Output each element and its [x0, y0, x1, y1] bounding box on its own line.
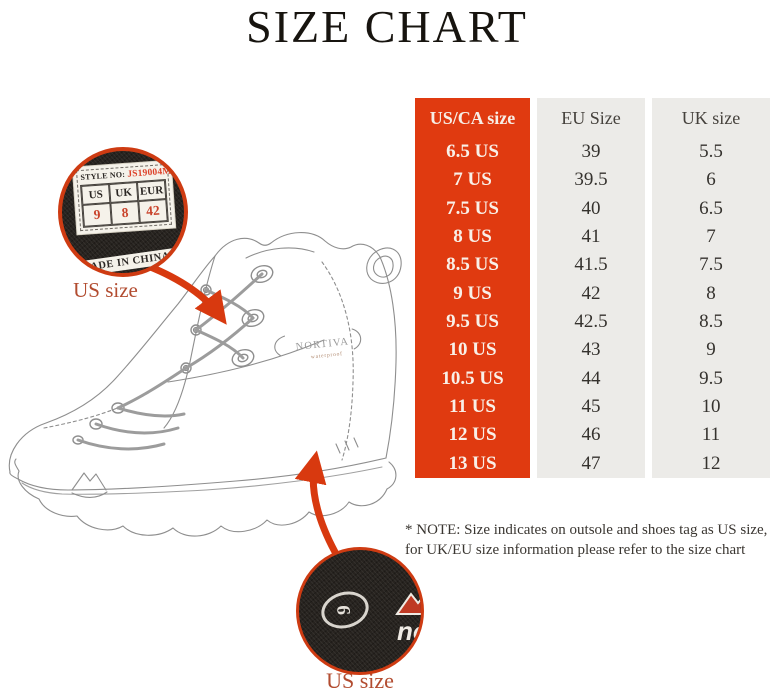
us-size-caption-tag: US size [73, 278, 138, 302]
lace-hooks [231, 264, 274, 368]
size-cell: 10 US [448, 339, 497, 361]
size-cell: 7 US [453, 169, 492, 191]
us-size-caption-insole: US size [326, 668, 394, 693]
size-cell: 8 US [453, 226, 492, 248]
size-cell: 44 [581, 367, 601, 389]
column-header-usca: US/CA size [429, 107, 516, 128]
size-cell: 9 [706, 339, 716, 361]
size-cell: 40 [581, 197, 601, 219]
note-line-1: * NOTE: Size indicates on outsole and sh… [405, 522, 768, 538]
size-cell: 7.5 [699, 254, 723, 276]
size-cell: 11 US [449, 396, 496, 418]
size-cell: 9 US [453, 282, 492, 304]
boot-brand-label: NORTIVA waterproof [274, 328, 362, 360]
tag-stitch-border: STYLE NO: JS19004M US UK EUR 9 8 42 [75, 163, 173, 232]
size-table-column-eu: EU Size 39 39.5 40 41 41.5 42 42.5 43 44 45 46 47 [537, 98, 645, 478]
size-cell: 39.5 [574, 169, 608, 191]
size-cell: 7 [706, 226, 716, 248]
size-table: US/CA size 6.5 US 7 US 7.5 US 8 US 8.5 US 9 U… [415, 98, 770, 478]
size-cell: 6.5 [699, 197, 723, 219]
size-cell: 9.5 [699, 367, 723, 389]
boot-collar [214, 232, 381, 258]
size-note: * NOTE: Size indicates on outsole and sh… [405, 520, 773, 561]
made-in-strip: MADE IN CHINA [67, 247, 183, 273]
brand-logo-icon: no [395, 592, 424, 646]
column-header-uk: UK size [681, 107, 741, 128]
size-cell: 6.5 US [446, 141, 499, 163]
size-cell: 8.5 US [446, 254, 499, 276]
size-cell: 41.5 [574, 254, 608, 276]
mountain-logo-icon [71, 472, 108, 498]
style-no-value: JS19004M [126, 166, 172, 180]
size-table-column-uk: UK size 5.5 6 6.5 7 7.5 8 8.5 9 9.5 10 11 12 [652, 98, 770, 478]
boot-sub-text: waterproof [310, 350, 343, 360]
size-cell: 11 [701, 424, 721, 446]
size-cell: 8 [706, 282, 716, 304]
style-no-label: STYLE NO: [80, 169, 126, 182]
tag-size-header: UK [109, 182, 139, 203]
insole-zoom-circle: 9 no [296, 547, 424, 675]
insole-size-value: 9 [333, 604, 356, 616]
page-title: SIZE CHART [246, 1, 528, 52]
column-header-eu: EU Size [561, 107, 621, 128]
size-cell: 8.5 [699, 311, 723, 333]
size-cell: 6 [706, 169, 716, 191]
note-line-2: for UK/EU size information please refer … [405, 542, 746, 559]
tag-size-value: 42 [138, 199, 168, 223]
boot-sketch: NORTIVA waterproof [8, 232, 402, 537]
size-cell: 12 [701, 452, 721, 474]
size-cell: 13 US [448, 452, 497, 474]
brand-fragment-text: no [397, 616, 424, 646]
size-cell: 41 [581, 226, 601, 248]
lace-eyelets [72, 284, 212, 445]
tag-zoom-circle: STYLE NO: JS19004M US UK EUR 9 8 42 MADE… [58, 147, 188, 277]
size-cell: 5.5 [699, 141, 723, 163]
tag-size-header: EUR [136, 180, 167, 202]
insole-brand-fragment: no [395, 590, 424, 654]
boot-pull-loop [366, 247, 402, 284]
size-cell: 42 [581, 282, 601, 304]
boot-outsole [14, 458, 397, 537]
size-cell: 46 [581, 424, 601, 446]
arrow-to-sole-icon [294, 450, 339, 556]
size-cell: 43 [581, 339, 601, 361]
tag-size-header: US [81, 184, 111, 205]
insole-size-ring: 9 [317, 586, 373, 634]
size-cell: 7.5 US [446, 197, 499, 219]
size-cell: 47 [581, 452, 601, 474]
size-cell: 42.5 [574, 311, 608, 333]
tag-size-value: 9 [82, 202, 112, 227]
size-cell: 39 [581, 141, 601, 163]
size-cell: 12 US [448, 424, 497, 446]
size-table-column-usca: US/CA size 6.5 US 7 US 7.5 US 8 US 8.5 US 9 U… [415, 98, 530, 478]
tag-size-grid: US UK EUR 9 8 42 [80, 179, 169, 228]
size-cell: 10.5 US [441, 367, 504, 389]
tag-size-value: 8 [110, 201, 140, 225]
size-cell: 45 [581, 396, 601, 418]
size-cell: 10 [701, 396, 721, 418]
boot-brand-text: NORTIVA [295, 336, 350, 353]
shoe-tag: STYLE NO: JS19004M US UK EUR 9 8 42 [72, 160, 176, 235]
size-cell: 9.5 US [446, 311, 499, 333]
